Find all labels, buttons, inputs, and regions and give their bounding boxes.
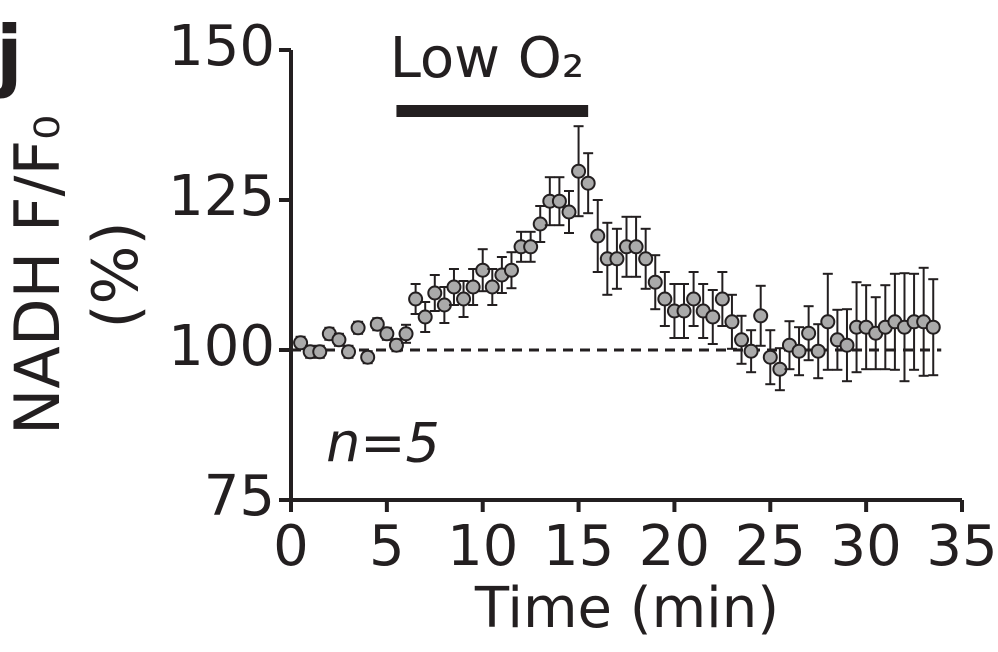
point <box>734 332 750 348</box>
y-tick-label: 150 <box>168 14 275 79</box>
x-tick-label: 10 <box>447 514 518 579</box>
point <box>657 291 673 307</box>
point <box>810 343 826 359</box>
point <box>724 314 740 330</box>
point <box>446 279 462 295</box>
point <box>580 175 596 191</box>
point <box>379 326 395 342</box>
y-axis-label: (%) <box>79 221 152 328</box>
point <box>427 285 443 301</box>
point <box>503 262 519 278</box>
point <box>714 291 730 307</box>
point <box>647 274 663 290</box>
n-label: n=5 <box>326 412 440 475</box>
point <box>360 349 376 365</box>
point <box>820 314 836 330</box>
point <box>350 320 366 336</box>
point <box>571 163 587 179</box>
point <box>523 239 539 255</box>
point <box>532 216 548 232</box>
point <box>638 251 654 267</box>
point <box>331 332 347 348</box>
point <box>465 279 481 295</box>
point <box>398 326 414 342</box>
point <box>484 279 500 295</box>
point <box>791 343 807 359</box>
y-tick-label: 75 <box>204 464 275 529</box>
point <box>312 344 328 360</box>
x-tick-label: 25 <box>735 514 806 579</box>
point <box>676 303 692 319</box>
point <box>762 349 778 365</box>
point <box>628 239 644 255</box>
point <box>408 291 424 307</box>
y-tick-label: 125 <box>168 164 275 229</box>
point <box>417 309 433 325</box>
point <box>590 228 606 244</box>
point <box>561 204 577 220</box>
point <box>839 337 855 353</box>
point <box>388 337 404 353</box>
point <box>801 325 817 341</box>
x-tick-label: 15 <box>543 514 614 579</box>
y-tick-label: 100 <box>168 314 275 379</box>
point <box>925 319 941 335</box>
point <box>369 316 385 332</box>
y-axis-label: NADH F/F₀ <box>1 115 74 435</box>
annotation: Low O₂ <box>390 26 585 91</box>
point <box>551 193 567 209</box>
point <box>753 308 769 324</box>
x-tick-label: 5 <box>369 514 405 579</box>
point <box>743 343 759 359</box>
point <box>609 251 625 267</box>
x-tick-label: 0 <box>273 514 309 579</box>
point <box>293 335 309 351</box>
x-tick-label: 30 <box>831 514 902 579</box>
point <box>705 309 721 325</box>
point <box>475 262 491 278</box>
point <box>341 344 357 360</box>
point <box>772 361 788 377</box>
panel-label: j <box>0 10 23 100</box>
point <box>436 297 452 313</box>
x-tick-label: 20 <box>639 514 710 579</box>
point <box>686 291 702 307</box>
x-tick-label: 35 <box>926 514 997 579</box>
x-axis-label: Time (min) <box>474 576 779 641</box>
point <box>456 291 472 307</box>
